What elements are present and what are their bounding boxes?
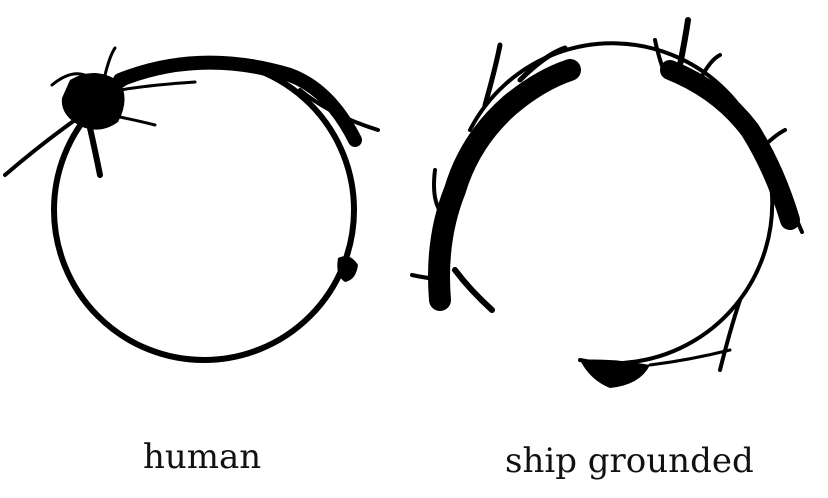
human-tendril — [50, 72, 87, 87]
human-tendril — [103, 46, 117, 77]
ship-left-arc — [428, 59, 581, 311]
human-caption: human — [143, 437, 262, 477]
ship-right-arc — [660, 60, 800, 230]
ship-tendril — [432, 168, 452, 222]
ship-boat-blot — [580, 359, 650, 388]
ship-boat-trail — [648, 348, 732, 367]
ship-tendril — [482, 42, 503, 108]
human-top-arc — [113, 55, 362, 147]
human-tendril — [118, 80, 197, 92]
ship-lower-tail — [718, 298, 742, 372]
ship-tendril — [653, 38, 667, 77]
human-tendril — [3, 118, 77, 177]
ship-tendril — [677, 17, 691, 68]
human-tendril — [87, 125, 103, 178]
ship-tendril — [410, 273, 447, 282]
ship-grounded-logogram — [400, 10, 820, 400]
human-right-blot — [337, 256, 358, 282]
human-tendril — [108, 113, 157, 127]
ship-tendril — [517, 45, 568, 83]
human-logogram — [0, 30, 400, 380]
human-tendril — [298, 88, 380, 132]
ship-tendril — [452, 267, 495, 313]
ship-tendril — [698, 53, 722, 82]
ship-tendril — [783, 198, 804, 234]
ship-tendril — [758, 128, 787, 152]
ship-grounded-caption: ship grounded — [505, 441, 754, 481]
